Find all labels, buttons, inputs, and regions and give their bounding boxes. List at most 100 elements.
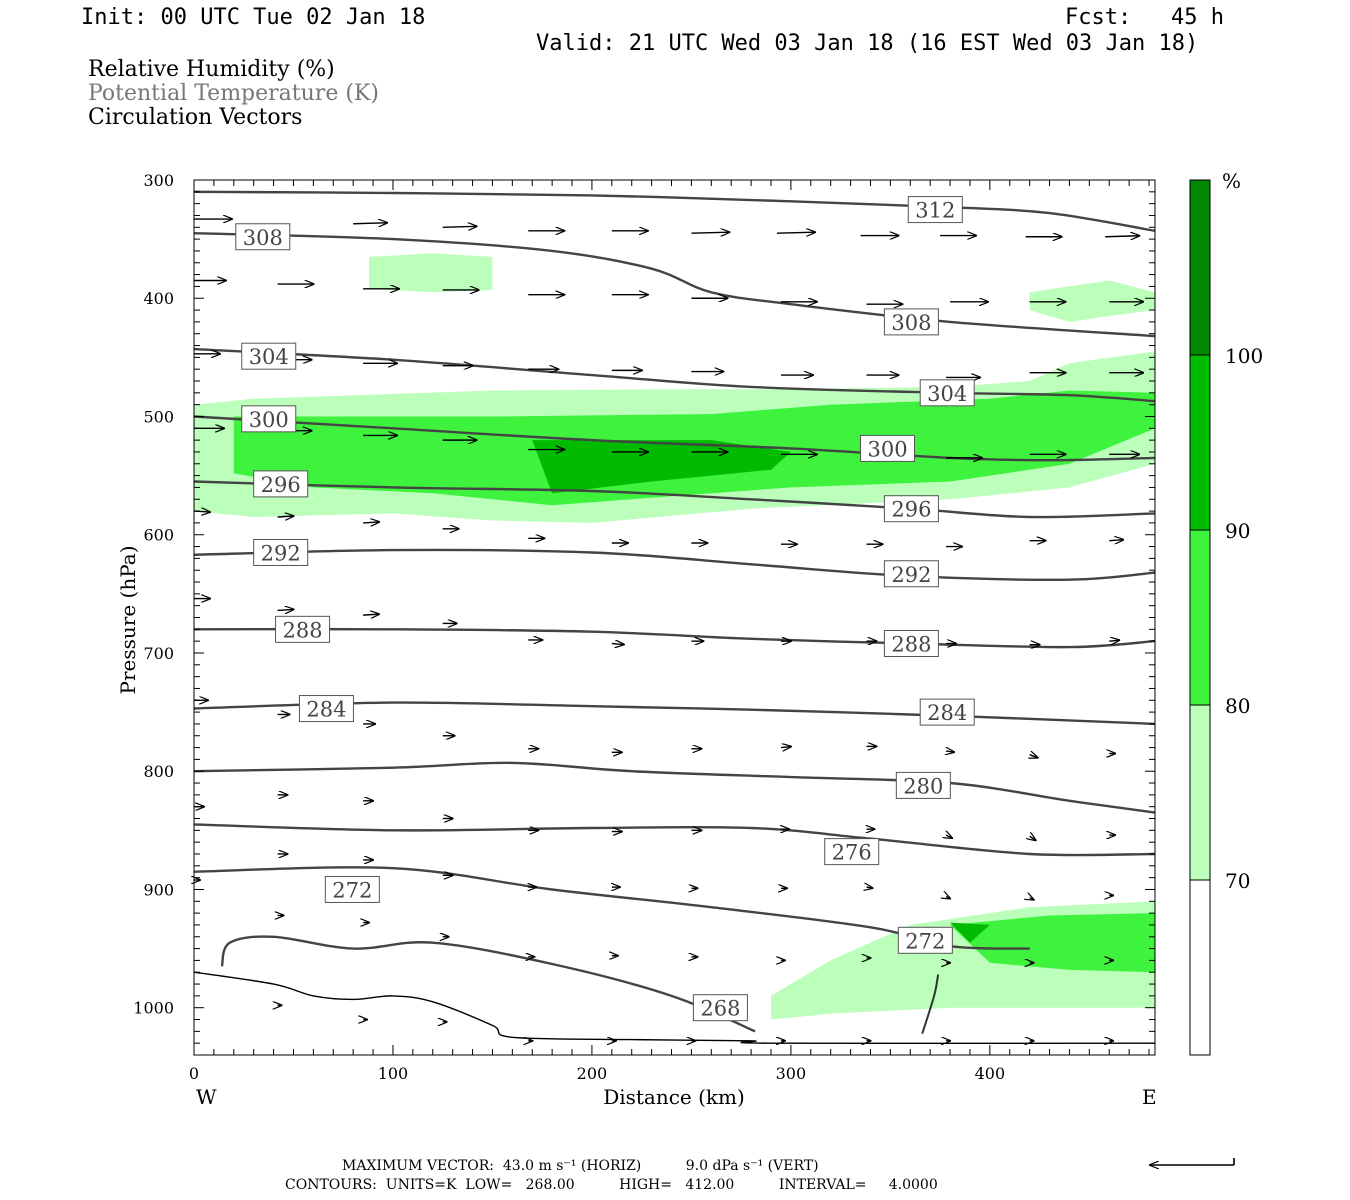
max-vector-note: MAXIMUM VECTOR: 43.0 m s⁻¹ (HORIZ) 9.0 d… xyxy=(342,1158,819,1174)
contour-label-280: 280 xyxy=(903,774,943,798)
x-tick-label: 300 xyxy=(776,1064,807,1083)
y-tick-label: 1000 xyxy=(133,999,174,1018)
wind-vector xyxy=(946,897,950,899)
contour-label-box xyxy=(324,875,380,903)
contour-label-304: 304 xyxy=(927,382,967,406)
contour-label-308: 308 xyxy=(243,226,283,250)
wind-vector xyxy=(442,226,477,227)
contour-label-box xyxy=(883,495,939,523)
contour-label-box xyxy=(919,379,975,407)
contour-label-box xyxy=(692,994,748,1022)
y-tick-label: 700 xyxy=(143,644,174,663)
contour-label-300: 300 xyxy=(867,437,907,461)
y-tick-label: 400 xyxy=(143,289,174,308)
theta-contour-312 xyxy=(194,190,1155,232)
wind-vector xyxy=(353,223,387,224)
terrain-edge xyxy=(921,974,940,1035)
y-axis-label: Pressure (hPa) xyxy=(116,546,140,695)
contour-label-box xyxy=(883,630,939,658)
relative-humidity-fill xyxy=(194,253,1155,1020)
colorbar-segment xyxy=(1189,879,1211,1056)
x-tick-label: 100 xyxy=(378,1064,409,1083)
x-axis-label: Distance (km) xyxy=(603,1085,745,1109)
x-tick-label: 200 xyxy=(577,1064,608,1083)
contour-label-296: 296 xyxy=(261,473,301,497)
contour-label-284: 284 xyxy=(306,698,346,722)
wind-vector xyxy=(780,747,791,748)
contour-label-box xyxy=(919,698,975,726)
wind-vector xyxy=(1109,640,1119,641)
colorbar-label-70: 70 xyxy=(1225,869,1250,893)
colorbar: 100 90 80 70% xyxy=(1189,169,1263,1056)
contours-note: CONTOURS: UNITS=K LOW= 268.00 HIGH= 412.… xyxy=(285,1177,938,1193)
plot-frame: 300 400 500 600 700 800 900 1000 0 100 200 300 400 xyxy=(133,171,1156,1083)
colorbar-segment xyxy=(1189,704,1211,881)
wind-vector xyxy=(363,522,379,523)
contour-label-272: 272 xyxy=(332,878,372,902)
legend-potential-temperature: Potential Temperature (K) xyxy=(88,81,379,106)
terrain-line xyxy=(193,971,1156,1045)
wind-vector xyxy=(1105,236,1139,237)
contour-label-304: 304 xyxy=(249,345,289,369)
colorbar-label-80: 80 xyxy=(1225,694,1250,718)
theta-contour-280 xyxy=(194,761,1155,814)
colorbar-label-100: 100 xyxy=(1225,344,1263,368)
wind-vector xyxy=(1030,898,1034,900)
contour-label-292: 292 xyxy=(261,541,301,565)
y-tick-label: 300 xyxy=(143,171,174,190)
theta-contour-296 xyxy=(194,480,1155,519)
wind-vector xyxy=(946,835,952,838)
contour-label-box xyxy=(235,223,291,251)
wind-vector xyxy=(1109,540,1123,541)
wind-vector xyxy=(1030,836,1036,840)
contour-label-box xyxy=(241,405,297,433)
contour-label-312: 312 xyxy=(915,199,955,223)
wind-vector xyxy=(776,232,815,233)
contour-labels: 312 308 308 304 304 300 300 296 296 292 292 288 288 2… xyxy=(235,196,975,1022)
valid-time: Valid: 21 UTC Wed 03 Jan 18 (16 EST Wed … xyxy=(536,31,1199,56)
forecast-hour: Fcst: 45 h xyxy=(1065,5,1224,30)
contour-label-288: 288 xyxy=(283,618,323,642)
colorbar-unit: % xyxy=(1222,169,1241,193)
contour-label-box xyxy=(860,434,916,462)
x-tick-label: 400 xyxy=(975,1064,1006,1083)
contour-label-276: 276 xyxy=(832,841,872,865)
colorbar-label-90: 90 xyxy=(1225,519,1250,543)
wind-vector xyxy=(691,232,729,233)
y-tick-label: 600 xyxy=(143,526,174,545)
wind-vector xyxy=(1030,755,1038,758)
wind-vector xyxy=(946,751,954,752)
theta-contour-268 xyxy=(220,935,756,1033)
colorbar-segment xyxy=(1189,354,1211,531)
theta-contour-308 xyxy=(194,232,1155,338)
colorbar-segment xyxy=(1189,179,1211,356)
rh-region-90-7 xyxy=(950,922,990,943)
y-tick-label: 500 xyxy=(143,407,174,426)
contour-label-box xyxy=(275,615,331,643)
theta-contour-284 xyxy=(194,701,1155,726)
contour-label-300: 300 xyxy=(249,408,289,432)
contour-label-284: 284 xyxy=(927,701,967,725)
init-time: Init: 00 UTC Tue 02 Jan 18 xyxy=(81,5,426,30)
reference-vector-arrow xyxy=(1150,1158,1235,1165)
contour-label-box xyxy=(241,342,297,370)
legend-relative-humidity: Relative Humidity (%) xyxy=(88,57,335,82)
rh-region-80-5 xyxy=(950,913,1155,973)
x-tick-label: 0 xyxy=(189,1064,199,1083)
contour-label-292: 292 xyxy=(891,563,931,587)
legend-circulation-vectors: Circulation Vectors xyxy=(88,105,303,130)
theta-contour-276 xyxy=(194,823,1155,857)
theta-contour-288 xyxy=(194,627,1155,649)
contour-label-box xyxy=(253,538,309,566)
theta-contour-304 xyxy=(194,347,1155,403)
contour-label-box xyxy=(253,470,309,498)
circulation-vectors xyxy=(194,219,1143,1041)
wind-vector xyxy=(867,887,873,888)
contour-label-308: 308 xyxy=(891,311,931,335)
wind-vector xyxy=(277,609,294,610)
contour-label-box xyxy=(883,308,939,336)
contour-label-box xyxy=(895,771,951,799)
colorbar-segment xyxy=(1189,529,1211,706)
contour-label-296: 296 xyxy=(891,498,931,522)
